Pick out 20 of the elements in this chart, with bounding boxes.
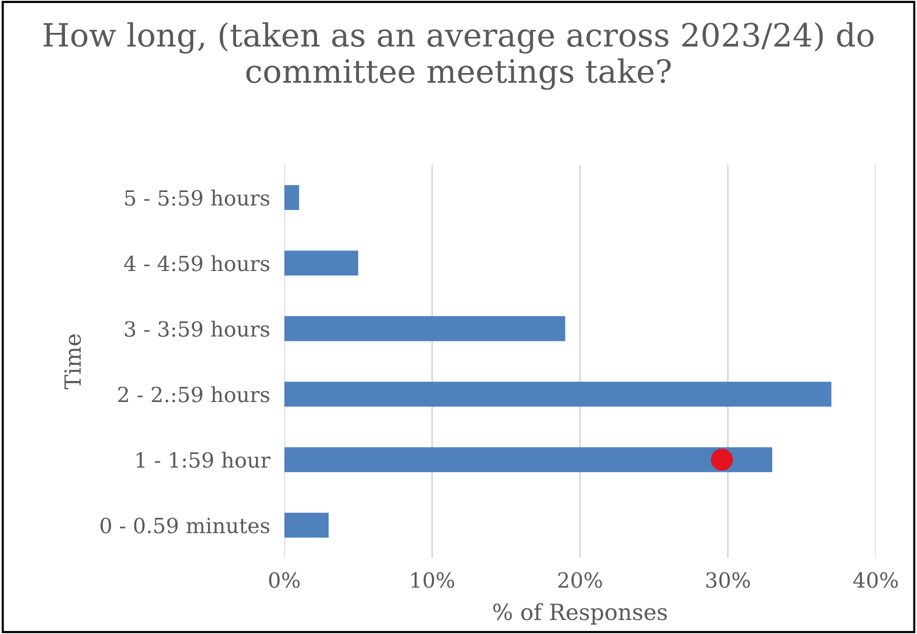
y-tick-label: 0 - 0.59 minutes bbox=[100, 518, 270, 534]
y-tick-label: 4 - 4:59 hours bbox=[124, 255, 270, 272]
y-axis-title: Time bbox=[64, 334, 81, 390]
y-tick-label: 5 - 5:59 hours bbox=[125, 190, 270, 206]
y-tick-label: 3 - 3:59 hours bbox=[125, 320, 270, 337]
y-tick-label: 1 - 1:59 hour bbox=[136, 452, 270, 468]
bar bbox=[284, 185, 300, 210]
bar bbox=[284, 382, 832, 407]
x-axis-title: % of Responses bbox=[493, 603, 667, 625]
bar bbox=[284, 512, 329, 538]
chart-title: How long, (taken as an average across 2023/24) do committee meetings take? bbox=[44, 22, 874, 90]
bar bbox=[284, 250, 358, 276]
bar bbox=[284, 316, 566, 342]
y-tick-label: 2 - 2.:59 hours bbox=[118, 386, 270, 402]
x-tick-label: 10% bbox=[412, 572, 454, 588]
x-tick-label: 30% bbox=[706, 572, 750, 588]
x-tick-label: 0% bbox=[269, 572, 300, 588]
bar bbox=[284, 447, 772, 472]
x-tick-label: 40% bbox=[853, 572, 898, 588]
x-tick-label: 20% bbox=[558, 572, 602, 588]
